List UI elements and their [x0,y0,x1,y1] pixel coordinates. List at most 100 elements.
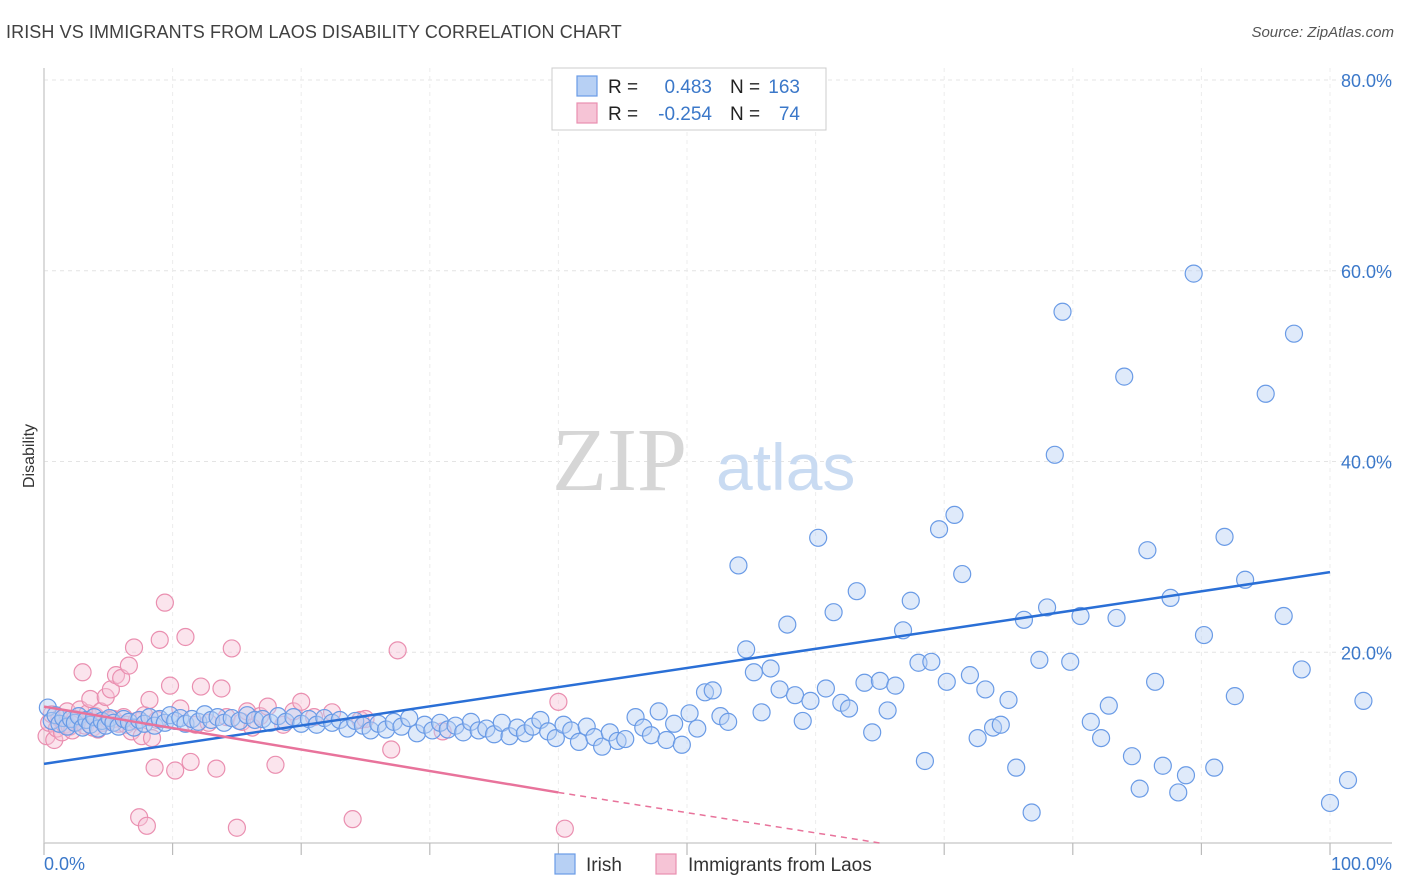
irish-point-92 [641,726,661,745]
irish-point-159 [1169,783,1188,802]
irish-point-89 [616,729,635,749]
legend-n-value-laos: 74 [779,104,801,125]
y-tick-label-0: 20.0% [1341,643,1392,663]
irish-point-151 [1107,608,1126,628]
x-tick-label-min: 0.0% [44,854,85,874]
y-tick-labels: 20.0% 40.0% 60.0% 80.0% [1341,71,1392,663]
irish-point-153 [1122,747,1142,766]
laos-point-52 [191,677,210,696]
laos-point-17 [81,689,100,709]
laos-point-14 [73,663,92,682]
watermark-atlas: atlas [716,430,855,504]
x-ticks [43,843,1331,855]
legend-r-value-irish: 0.483 [664,77,712,98]
irish-point-118 [847,582,866,601]
irish-point-146 [1061,652,1080,671]
irish-point-154 [1130,779,1149,798]
irish-point-112 [801,691,820,710]
legend-frame [551,67,827,131]
irish-point-104 [737,640,756,659]
chart-title: IRISH VS IMMIGRANTS FROM LAOS DISABILITY… [6,22,622,42]
irish-point-91 [634,718,653,737]
irish-point-28 [160,706,180,725]
laos-point-67 [292,692,311,711]
laos-point-64 [266,755,285,774]
irish-point-172 [1338,770,1358,790]
irish-point-111 [793,711,812,731]
y-tick-label-2: 60.0% [1341,262,1392,282]
irish-point-113 [809,528,828,547]
irish-point-138 [999,690,1018,710]
irish-point-163 [1205,758,1224,777]
laos-point-45 [155,593,174,612]
irish-point-135 [976,680,995,699]
legend-r-label-irish: R = [608,77,638,98]
laos-point-46 [160,676,180,695]
irish-point-148 [1081,712,1100,731]
laos-point-49 [176,627,195,647]
laos-point-55 [212,679,231,698]
series-irish [38,264,1373,822]
bottom-legend-label-irish: Irish [586,855,622,876]
irish-point-108 [770,680,789,699]
irish-point-80 [546,728,565,748]
laos-trend-extension [558,791,881,844]
laos-point-74 [388,641,407,660]
laos-point-34 [124,638,144,657]
irish-point-61 [400,708,419,728]
irish-point-94 [657,730,676,750]
irish-point-134 [968,728,987,748]
laos-point-47 [166,761,185,780]
irish-point-117 [839,699,859,718]
laos-point-77 [555,819,574,838]
laos-point-76 [549,692,568,711]
grid-lines [44,68,1392,843]
irish-point-120 [863,723,882,742]
irish-point-150 [1099,696,1118,715]
laos-point-73 [382,740,401,759]
bottom-legend: Irish Immigrants from Laos [554,853,872,876]
irish-point-126 [909,653,928,672]
legend-swatch-irish [576,75,598,97]
axes [43,68,1392,844]
irish-point-167 [1256,384,1275,403]
laos-point-42 [145,758,164,777]
irish-point-53 [338,719,357,738]
legend-r-value-laos: -0.254 [658,104,712,125]
irish-point-125 [901,591,920,610]
irish-point-133 [960,666,980,685]
irish-point-142 [1030,650,1049,669]
irish-point-143 [1037,598,1057,617]
x-tick-label-max: 100.0% [1331,854,1392,874]
laos-point-54 [207,759,226,778]
laos-point-44 [150,630,169,649]
irish-point-107 [761,659,780,678]
irish-point-106 [752,703,771,722]
bottom-legend-label-laos: Immigrants from Laos [688,855,872,876]
laos-point-39 [137,816,156,835]
irish-point-156 [1146,672,1165,691]
watermark-zip: ZIP [552,411,687,510]
irish-point-103 [729,556,748,575]
legend-swatch-laos [576,102,598,124]
laos-point-32 [119,656,138,675]
irish-point-147 [1071,606,1090,626]
y-tick-label-1: 40.0% [1341,453,1392,473]
irish-point-58 [376,720,396,739]
irish-point-100 [703,681,722,700]
y-axis-label: Disability [21,424,38,488]
irish-point-173 [1354,691,1373,710]
irish-point-96 [672,735,691,754]
irish-point-170 [1292,660,1311,679]
irish-point-128 [922,652,941,671]
trend-lines [43,570,1331,844]
irish-point-171 [1320,793,1340,813]
irish-point-132 [953,564,972,584]
irish-point-162 [1194,625,1214,645]
y-tick-label-3: 80.0% [1341,71,1392,91]
irish-point-121 [870,671,890,690]
irish-point-95 [665,714,684,733]
legend-n-label-laos: N = [730,104,760,125]
irish-point-110 [785,686,805,705]
irish-point-64 [423,721,442,740]
